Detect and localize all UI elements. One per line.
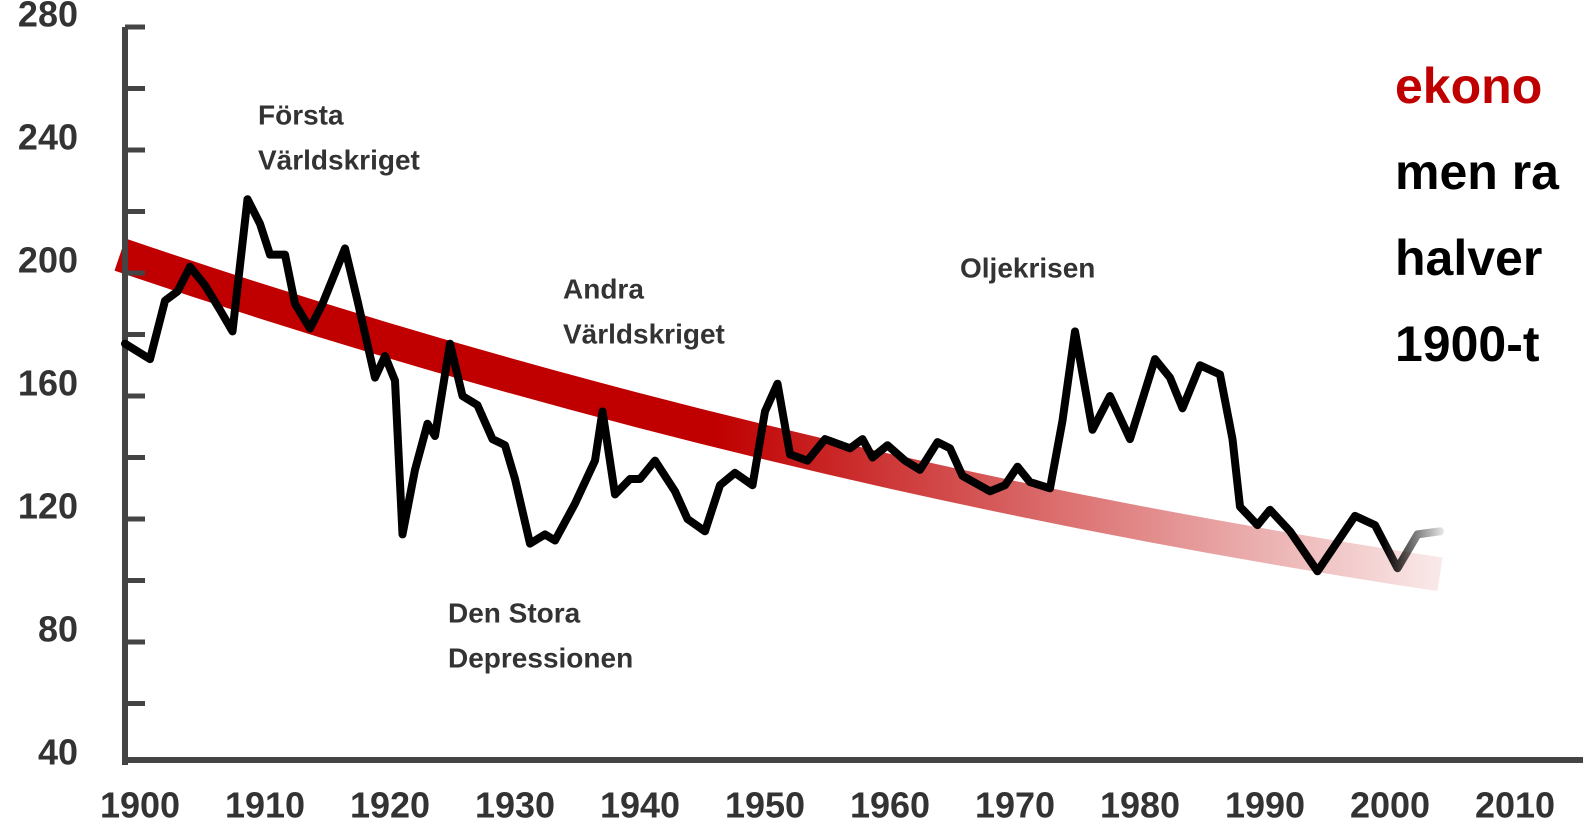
data-line (121, 195, 1444, 576)
annotation: Världskriget (563, 318, 725, 349)
annotation: Den Stora (448, 597, 581, 628)
side-text: men ra (1395, 144, 1560, 200)
y-tick-label: 40 (38, 732, 78, 773)
x-tick-label: 1980 (1100, 785, 1180, 826)
x-tick-label: 1960 (850, 785, 930, 826)
side-text: 1900-t (1395, 316, 1540, 372)
annotation: Första (258, 99, 344, 130)
y-tick-label: 280 (18, 0, 78, 35)
x-tick-label: 1950 (725, 785, 805, 826)
annotation: Andra (563, 273, 644, 304)
trend-band (114, 238, 1443, 592)
side-text: ekono (1395, 58, 1542, 114)
y-tick-label: 80 (38, 609, 78, 650)
y-tick-label: 200 (18, 240, 78, 281)
y-tick-label: 120 (18, 486, 78, 527)
side-text: halver (1395, 230, 1542, 286)
x-tick-label: 1940 (600, 785, 680, 826)
x-tick-label: 1990 (1225, 785, 1305, 826)
y-tick-label: 160 (18, 363, 78, 404)
x-tick-label: 1910 (225, 785, 305, 826)
x-tick-label: 2000 (1350, 785, 1430, 826)
annotation: Depressionen (448, 642, 633, 673)
x-tick-label: 1900 (100, 785, 180, 826)
x-tick-label: 1920 (350, 785, 430, 826)
x-tick-label: 1930 (475, 785, 555, 826)
y-tick-label: 240 (18, 117, 78, 158)
x-tick-label: 1970 (975, 785, 1055, 826)
annotation: Oljekrisen (960, 252, 1095, 283)
x-tick-label: 2010 (1475, 785, 1555, 826)
annotation: Världskriget (258, 144, 420, 175)
